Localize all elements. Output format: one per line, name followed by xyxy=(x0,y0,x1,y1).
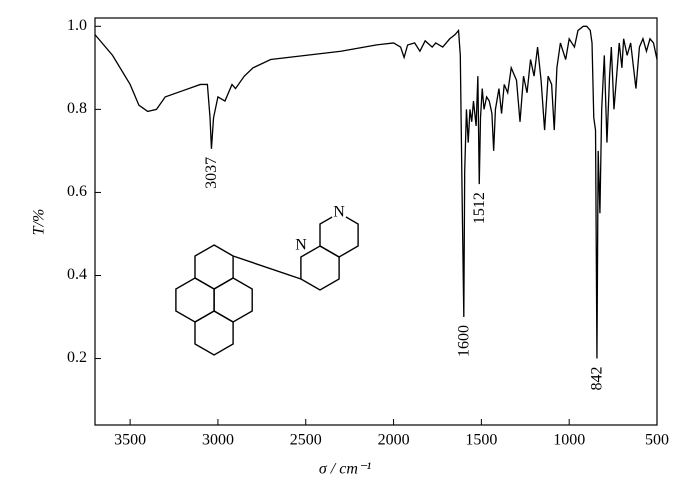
x-tick-label: 3500 xyxy=(114,432,146,449)
spectrum-line xyxy=(94,25,658,359)
peak-annotation: 842 xyxy=(589,367,606,391)
ring xyxy=(194,310,234,356)
ring xyxy=(175,277,215,323)
peak-annotation: 1512 xyxy=(471,192,488,224)
y-tick-label: 0.4 xyxy=(67,266,87,283)
plot-frame xyxy=(94,17,658,426)
atom-label: N xyxy=(333,204,345,221)
x-tick-label: 1000 xyxy=(553,432,585,449)
molecule-structure xyxy=(175,212,359,356)
x-tick-label: 2000 xyxy=(378,432,410,449)
ring xyxy=(194,244,234,290)
y-tick-label: 1.0 xyxy=(67,17,87,34)
y-axis-label: T/% xyxy=(31,209,48,236)
atom-bg xyxy=(331,205,347,221)
x-tick-label: 2500 xyxy=(290,432,322,449)
x-axis-label: σ / cm⁻¹ xyxy=(319,461,371,478)
ring xyxy=(213,277,253,323)
x-tick-label: 1500 xyxy=(465,432,497,449)
atom-bg xyxy=(293,238,309,254)
atom-label: N xyxy=(295,237,307,254)
peak-annotation: 3037 xyxy=(203,157,220,189)
y-tick-label: 0.2 xyxy=(67,349,87,366)
x-tick-label: 500 xyxy=(645,432,669,449)
ring xyxy=(319,212,359,258)
y-tick-label: 0.6 xyxy=(67,183,87,200)
peak-annotation: 1600 xyxy=(455,325,472,357)
bond xyxy=(232,255,302,280)
x-tick-label: 3000 xyxy=(202,432,234,449)
y-tick-label: 0.8 xyxy=(67,100,87,117)
